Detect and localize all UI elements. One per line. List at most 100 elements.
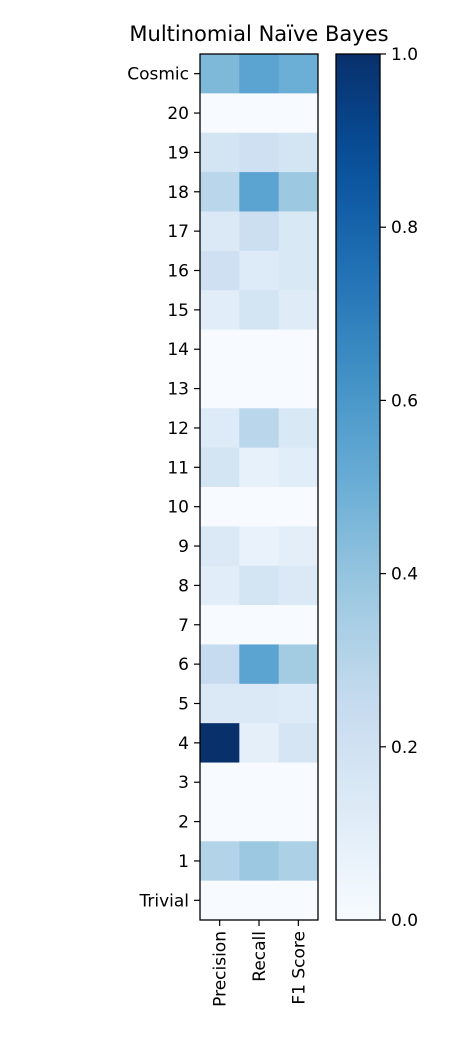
heatmap-cell [200,683,240,724]
heatmap-cell [239,487,280,527]
heatmap-cell [278,723,319,763]
heatmap-cell [200,880,240,921]
heatmap-cell [200,54,240,94]
chart-title: Multinomial Naïve Bayes [129,22,388,46]
y-tick-label: 8 [178,576,189,596]
heatmap-cell [278,880,319,921]
heatmap-cell [200,290,240,330]
y-tick-label: 12 [167,419,189,439]
heatmap-cell [239,211,280,252]
heatmap-cell [278,526,319,567]
heatmap-cell [239,329,280,370]
heatmap-cell [200,841,240,882]
y-axis: Cosmic 20 19 18 17 16 15 14 13 12 11 10 9 8 7 6 5 4 3 2 1 Tri… [127,65,200,911]
y-tick-label: 9 [178,537,189,557]
heatmap-cell [239,93,280,134]
heatmap-cell [278,250,319,291]
y-tick-label: 3 [178,773,189,793]
heatmap-cell [200,801,240,842]
heatmap-cell [278,801,319,842]
heatmap-cell [239,880,280,921]
heatmap-cell [278,329,319,370]
y-tick-label: 18 [167,183,189,203]
colorbar-tick-label: 0.4 [391,565,418,585]
heatmap-cell [278,408,319,449]
colorbar-tick-label: 1.0 [391,45,418,65]
heatmap-cell [278,54,319,94]
heatmap-cell [239,841,280,882]
colorbar-axis: 0.0 0.2 0.4 0.6 0.8 1.0 [380,45,418,931]
y-tick-label: 14 [167,340,189,360]
heatmap-cell [239,723,280,763]
heatmap-cell [239,54,280,94]
y-tick-label: 15 [167,301,189,321]
heatmap-cell [239,290,280,330]
y-tick-label: 13 [167,380,189,400]
heatmap-cell [278,211,319,252]
heatmap-cells [200,54,319,921]
heatmap-cell [239,447,280,488]
heatmap-cell [239,565,280,606]
heatmap-cell [278,132,319,173]
heatmap-cell [200,250,240,291]
heatmap-cell [239,408,280,449]
heatmap-cell [278,368,319,409]
heatmap-cell [200,447,240,488]
heatmap-cell [239,132,280,173]
x-tick-label: F1 Score [289,931,309,1005]
heatmap-cell [239,526,280,567]
x-tick-label: Precision [211,931,231,1007]
heatmap-cell [200,172,240,212]
y-tick-label: 7 [178,616,189,636]
y-tick-label: 4 [178,734,189,754]
heatmap-cell [278,644,319,685]
heatmap-cell [278,290,319,330]
heatmap-cell [278,565,319,606]
colorbar [335,53,381,921]
heatmap-cell [200,329,240,370]
heatmap-cell [200,723,240,763]
heatmap-cell [239,250,280,291]
y-tick-label: 11 [167,458,189,478]
heatmap-cell [239,605,280,645]
heatmap-cell [278,841,319,882]
colorbar-tick-label: 0.6 [391,391,418,411]
heatmap-cell [200,368,240,409]
colorbar-tick-label: 0.0 [391,911,418,931]
heatmap-cell [239,801,280,842]
heatmap-cell [239,172,280,212]
heatmap-cell [200,132,240,173]
heatmap-cell [239,644,280,685]
heatmap-cell [200,605,240,645]
y-tick-label: 10 [167,498,189,518]
heatmap-cell [200,644,240,685]
x-axis: Precision Recall F1 Score [211,920,309,1007]
heatmap-cell [278,683,319,724]
heatmap-cell [200,526,240,567]
heatmap-cell [278,762,319,803]
heatmap-cell [200,487,240,527]
y-tick-label: 20 [167,104,189,124]
y-tick-label: 1 [178,852,189,872]
y-tick-label: Cosmic [127,65,189,85]
heatmap-cell [239,683,280,724]
y-tick-label: 17 [167,222,189,242]
heatmap-cell [278,487,319,527]
colorbar-tick-label: 0.2 [391,738,418,758]
y-tick-label: 2 [178,813,189,833]
heatmap-cell [200,565,240,606]
y-tick-label: 6 [178,655,189,675]
y-tick-label: 19 [167,143,189,163]
heatmap-cell [239,762,280,803]
heatmap-cell [239,368,280,409]
x-tick-label: Recall [250,931,270,982]
y-tick-label: 16 [167,262,189,282]
colorbar-tick-label: 0.8 [391,218,418,238]
heatmap-cell [278,172,319,212]
y-tick-label: Trivial [138,891,189,911]
heatmap-cell [200,408,240,449]
heatmap-cell [200,93,240,134]
heatmap-cell [200,211,240,252]
heatmap-cell [278,605,319,645]
